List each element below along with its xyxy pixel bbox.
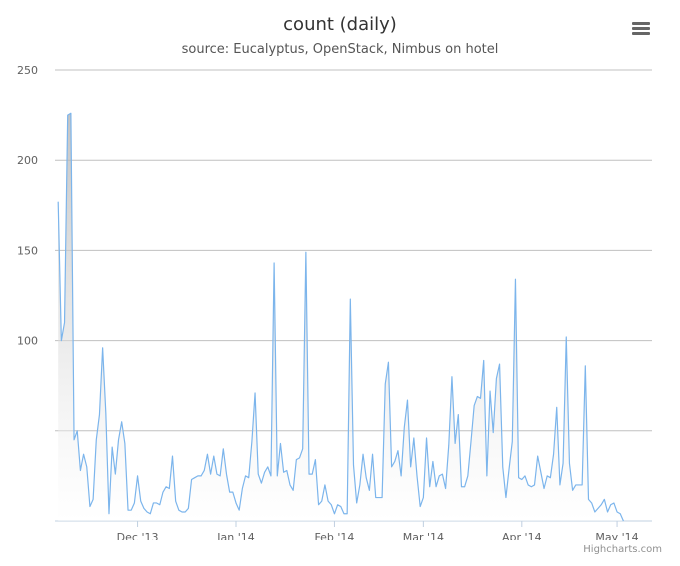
x-tick-label: May '14: [595, 531, 638, 540]
y-tick-label: 100: [17, 335, 38, 348]
series-line: [57, 112, 624, 522]
series-area: [58, 113, 624, 522]
y-tick-label: 200: [17, 154, 38, 167]
x-tick-label: Jan '14: [216, 531, 254, 540]
x-tick-label: Mar '14: [403, 531, 444, 540]
series-plot: [57, 112, 624, 522]
credits-link[interactable]: Highcharts.com: [583, 544, 662, 555]
x-tick-label: Dec '13: [117, 531, 159, 540]
y-tick-label: 150: [17, 244, 38, 257]
grid-lines: [55, 69, 652, 432]
x-tick-label: Apr '14: [502, 531, 542, 540]
y-axis-ticks: 250 200 150 100: [17, 64, 38, 348]
x-tick-label: Feb '14: [314, 531, 354, 540]
x-axis: Dec '13 Jan '14 Feb '14 Mar '14 Apr '14 May '…: [55, 520, 652, 540]
y-tick-label: 250: [17, 64, 38, 77]
chart-subtitle: source: Eucalyptus, OpenStack, Nimbus on…: [181, 42, 499, 57]
hamburger-menu-icon[interactable]: [628, 18, 654, 40]
chart-svg: 250 200 150 100 Dec '13 Jan '14 Feb '14 Mar '1…: [17, 64, 652, 540]
chart-title: count (daily): [283, 14, 397, 35]
